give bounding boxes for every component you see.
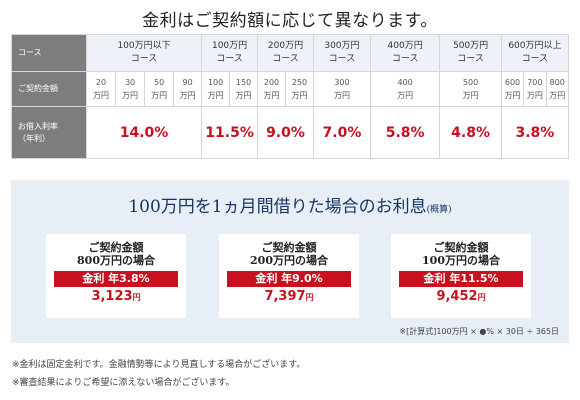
amount-cell: 50 万円 <box>144 71 175 107</box>
course-row: コース 100万円以下 コース 100万円 コース 200万円 コース 300万円 コー… <box>11 34 570 72</box>
interest-rate-table: コース 100万円以下 コース 100万円 コース 200万円 コース 300万円 コー… <box>11 34 570 159</box>
rate-cell: 9.0% <box>257 106 314 159</box>
course-row-header: コース <box>11 34 87 72</box>
amount-cell: 500 万円 <box>439 71 502 107</box>
amount-cell: 90 万円 <box>173 71 203 107</box>
card-rate: 金利 年11.5% <box>399 271 523 287</box>
amount-cell: 800 万円 <box>545 71 570 107</box>
example-card: ご契約金額 200万円の場合 金利 年9.0% 7,397円 <box>219 234 359 318</box>
amount-cell: 30 万円 <box>115 71 146 107</box>
amount-cell: 20 万円 <box>85 71 117 107</box>
page-title: 金利はご契約額に応じて異なります。 <box>142 11 438 31</box>
course-cell: 500万円 コース <box>439 34 502 72</box>
contract-row-header: ご契約金額 <box>11 71 87 107</box>
amount-cell: 700 万円 <box>523 71 547 107</box>
rate-cell: 11.5% <box>201 106 259 159</box>
calculation-formula: ※[計算式]100万円 × ●% × 30日 ÷ 365日 <box>399 327 559 336</box>
panel-title: 100万円を1ヵ月間借りた場合のお利息(概算) <box>128 197 452 217</box>
rate-cell: 7.0% <box>312 106 371 159</box>
course-cell: 300万円 コース <box>312 34 371 72</box>
example-card: ご契約金額 800万円の場合 金利 年3.8% 3,123円 <box>46 234 186 318</box>
course-cell: 100万円 コース <box>201 34 259 72</box>
panel-title-note: (概算) <box>426 205 452 215</box>
amount-cell: 400 万円 <box>369 71 441 107</box>
amount-cell: 200 万円 <box>257 71 286 107</box>
card-heading: ご契約金額 200万円の場合 <box>250 241 328 267</box>
note-fixed-rate: ※金利は固定金利です。金融情勢等により見直しする場合がございます。 <box>12 360 306 370</box>
course-cell: 600万円以上 コース <box>500 34 570 72</box>
interest-example-panel: 100万円を1ヵ月間借りた場合のお利息(概算) ご契約金額 800万円の場合 金利… <box>11 180 569 343</box>
amount-cell: 100 万円 <box>201 71 231 107</box>
amount-cell: 300 万円 <box>312 71 371 107</box>
rate-cell: 4.8% <box>439 106 502 159</box>
rate-row-header: お借入利率 （年利） <box>11 106 87 159</box>
card-rate: 金利 年3.8% <box>54 271 178 287</box>
interest-rate-row: お借入利率 （年利） 14.0% 11.5% 9.0% 7.0% 5.8% 4.8… <box>11 106 570 159</box>
card-heading: ご契約金額 100万円の場合 <box>422 241 500 267</box>
course-cell: 200万円 コース <box>257 34 314 72</box>
amount-cell: 150 万円 <box>229 71 259 107</box>
course-cell: 400万円 コース <box>369 34 441 72</box>
rate-cell: 5.8% <box>369 106 441 159</box>
card-amount: 3,123円 <box>91 289 141 304</box>
contract-amount-row: ご契約金額 20 万円 30 万円 50 万円 90 万円 100 万円 150 万円 20… <box>11 71 570 107</box>
card-rate: 金利 年9.0% <box>227 271 351 287</box>
example-card: ご契約金額 100万円の場合 金利 年11.5% 9,452円 <box>391 234 531 318</box>
course-cell: 100万円以下 コース <box>85 34 203 72</box>
amount-cell: 250 万円 <box>284 71 314 107</box>
rate-cell: 14.0% <box>85 106 203 159</box>
card-amount: 7,397円 <box>264 289 314 304</box>
card-amount: 9,452円 <box>436 289 486 304</box>
rate-cell: 3.8% <box>500 106 570 159</box>
amount-cell: 600 万円 <box>500 71 525 107</box>
note-screening: ※審査結果によりご希望に添えない場合がございます。 <box>12 378 235 388</box>
card-heading: ご契約金額 800万円の場合 <box>77 241 155 267</box>
